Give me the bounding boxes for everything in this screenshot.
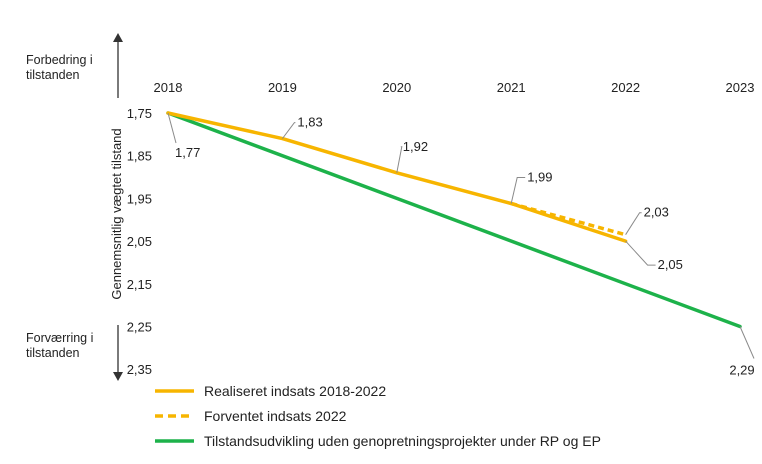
- annotation-leader: [281, 122, 296, 139]
- x-tick-label-2019: 2019: [268, 80, 297, 95]
- series-lines: [166, 111, 742, 329]
- y-tick-label: 1,75: [127, 106, 152, 121]
- y-tick-label: 2,25: [127, 319, 152, 334]
- worsening-arrow: [113, 325, 123, 381]
- y-axis-label: Gennemsnitlig vægtet tilstand: [109, 128, 124, 299]
- y-tick-label: 1,85: [127, 149, 152, 164]
- y-tick-label: 2,15: [127, 277, 152, 292]
- annotation-label: 2,03: [644, 205, 669, 220]
- x-axis-ticks: 2018 2019 2020 2021 2022 2023: [154, 80, 755, 95]
- legend-label-realised: Realiseret indsats 2018-2022: [204, 383, 386, 399]
- annotation-label: 1,83: [297, 115, 322, 130]
- annotation-leader: [739, 326, 755, 359]
- annotations: 1,77 1,83 1,92 1,99 2,03 2,05 2,29: [167, 112, 755, 377]
- y-tick-label: 2,05: [127, 234, 152, 249]
- y-tick-label: 1,95: [127, 191, 152, 206]
- annotation-leader: [167, 112, 177, 144]
- improvement-label-line2: tilstanden: [26, 68, 80, 82]
- annotation-label: 1,77: [175, 145, 200, 160]
- improvement-label-line1: Forbedring i: [26, 53, 93, 67]
- annotation-leader: [510, 177, 526, 204]
- legend: Realiseret indsats 2018-2022 Forventet i…: [155, 383, 601, 449]
- y-axis-ticks: 1,75 1,85 1,95 2,05 2,15 2,25 2,35: [127, 106, 152, 377]
- legend-label-expected: Forventet indsats 2022: [204, 408, 347, 424]
- x-tick-label-2022: 2022: [611, 80, 640, 95]
- annotation-leader: [625, 240, 656, 266]
- series-line-0: [166, 111, 628, 243]
- series-line-2: [166, 111, 742, 329]
- annotation-label: 1,92: [403, 139, 428, 154]
- annotation-leader: [396, 146, 403, 173]
- annotation-leader: [625, 212, 642, 235]
- annotation-label: 2,29: [729, 362, 754, 377]
- worsening-label-line2: tilstanden: [26, 346, 80, 360]
- annotation-label: 1,99: [527, 170, 552, 185]
- x-tick-label-2021: 2021: [497, 80, 526, 95]
- worsening-label-line1: Forværring i: [26, 331, 93, 345]
- x-tick-label-2018: 2018: [154, 80, 183, 95]
- x-tick-label-2020: 2020: [382, 80, 411, 95]
- improvement-arrow: [113, 33, 123, 98]
- annotation-label: 2,05: [658, 257, 683, 272]
- legend-label-no-projects: Tilstandsudvikling uden genopretningspro…: [204, 433, 601, 449]
- y-tick-label: 2,35: [127, 362, 152, 377]
- x-tick-label-2023: 2023: [726, 80, 755, 95]
